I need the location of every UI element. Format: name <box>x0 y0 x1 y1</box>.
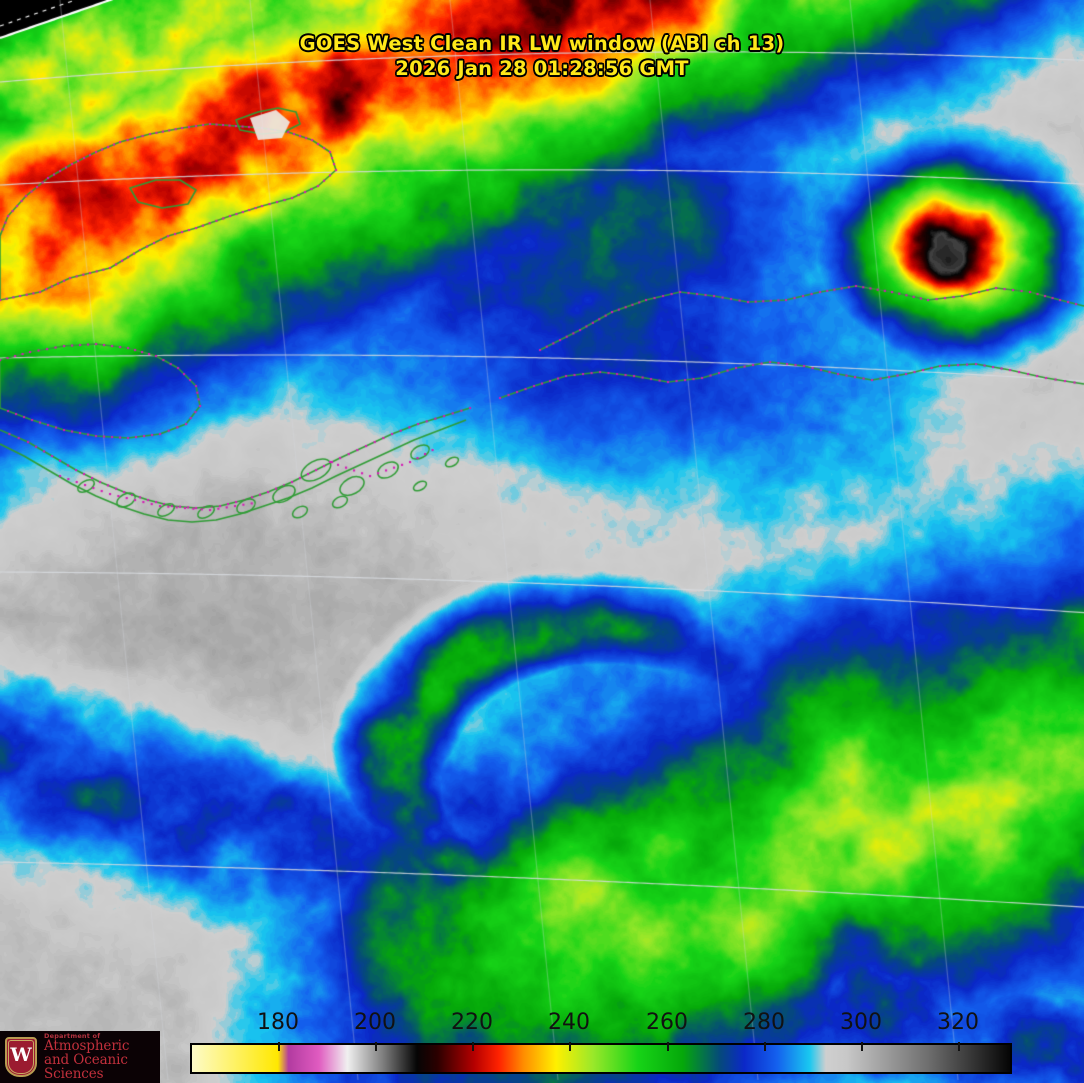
colorbar-tick-mark <box>569 1042 571 1051</box>
colorbar-tick-mark <box>472 1042 474 1051</box>
colorbar-tick-mark <box>958 1042 960 1051</box>
colorbar-tick-mark <box>375 1042 377 1051</box>
colorbar-tick-label: 280 <box>743 1010 785 1035</box>
colorbar-tick-label: 320 <box>937 1010 979 1035</box>
crest-w-letter: W <box>10 1044 32 1066</box>
colorbar-tick-labels: 180 200 220 240 260 280 300 320 <box>0 1004 1084 1038</box>
colorbar-tick-label: 300 <box>840 1010 882 1035</box>
colorbar-bar <box>190 1043 1012 1074</box>
colorbar-tick-mark <box>667 1042 669 1051</box>
logo-department-label: Department of <box>44 1031 101 1040</box>
colorbar-tick-label: 200 <box>354 1010 396 1035</box>
colorbar: 180 200 220 240 260 280 300 320 <box>0 1004 1084 1083</box>
logo-line-1: Atmospheric <box>44 1038 130 1055</box>
colorbar-tick-mark <box>278 1042 280 1051</box>
colorbar-tick-label: 240 <box>548 1010 590 1035</box>
logo-text-block: Department of Atmospheric and Oceanic Sc… <box>44 1031 160 1082</box>
uw-aos-logo: W Department of Atmospheric and Oceanic … <box>0 1031 160 1083</box>
colorbar-tick-label: 260 <box>646 1010 688 1035</box>
colorbar-gradient <box>192 1045 1010 1072</box>
colorbar-tick-mark <box>861 1042 863 1051</box>
colorbar-tick-label: 180 <box>257 1010 299 1035</box>
logo-line-2: and Oceanic Sciences <box>44 1051 128 1082</box>
colorbar-tick-label: 220 <box>451 1010 493 1035</box>
crest-shield-inner <box>8 1040 34 1074</box>
colorbar-tick-mark <box>764 1042 766 1051</box>
uw-crest-icon: W <box>5 1037 37 1077</box>
